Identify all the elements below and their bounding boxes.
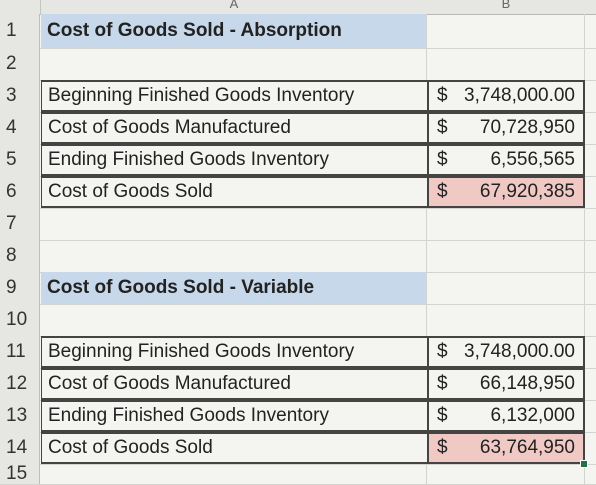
column-header-c[interactable] — [585, 0, 596, 15]
select-all-corner[interactable] — [0, 0, 41, 15]
table-row: 7 — [0, 208, 596, 241]
cell-value: 63,764,950 — [479, 437, 575, 458]
cell-value: 70,728,950 — [479, 117, 575, 138]
cell-value: 6,556,565 — [490, 149, 575, 170]
currency-symbol: $ — [437, 117, 448, 138]
cell-a[interactable]: Cost of Goods Manufactured — [41, 112, 427, 144]
row-number[interactable]: 1 — [0, 14, 40, 48]
cell-c[interactable] — [585, 272, 596, 304]
cell-a[interactable]: Cost of Goods Sold - Variable — [41, 272, 427, 304]
table-row: 10 — [0, 304, 596, 337]
cell-c[interactable] — [585, 400, 596, 432]
row-number[interactable]: 3 — [0, 80, 40, 112]
currency-symbol: $ — [437, 85, 448, 106]
cell-a[interactable]: Cost of Goods Manufactured — [41, 368, 427, 400]
cell-b[interactable] — [427, 208, 585, 240]
cell-b[interactable] — [427, 464, 585, 484]
cell-value: 66,148,950 — [479, 373, 575, 394]
cell-a[interactable]: Ending Finished Goods Inventory — [41, 144, 427, 176]
row-number[interactable]: 13 — [0, 400, 40, 432]
currency-symbol: $ — [437, 341, 448, 362]
cell-b[interactable]: $3,748,000.00 — [427, 80, 585, 112]
table-row: 8 — [0, 240, 596, 273]
column-header-a[interactable]: A — [41, 0, 428, 15]
cell-c[interactable] — [585, 240, 596, 272]
cell-b[interactable] — [427, 272, 585, 304]
row-number[interactable]: 2 — [0, 48, 40, 80]
cell-c[interactable] — [585, 112, 596, 144]
row-number[interactable]: 15 — [0, 463, 40, 484]
row-number[interactable]: 12 — [0, 368, 40, 400]
cell-a[interactable] — [41, 208, 427, 240]
currency-symbol: $ — [437, 373, 448, 394]
cell-b[interactable]: $3,748,000.00 — [427, 336, 585, 368]
cell-value: 3,748,000.00 — [464, 85, 575, 106]
table-row: 13 Ending Finished Goods Inventory $6,132,… — [0, 400, 596, 433]
cell-c[interactable] — [585, 304, 596, 336]
table-row: 4 Cost of Goods Manufactured $70,728,950 — [0, 112, 596, 145]
table-row: 15 — [0, 463, 596, 485]
cell-c[interactable] — [585, 144, 596, 176]
row-number[interactable]: 9 — [0, 272, 40, 304]
cell-b[interactable]: $66,148,950 — [427, 368, 585, 400]
row-number[interactable]: 7 — [0, 208, 40, 240]
cell-value: 67,920,385 — [479, 181, 575, 202]
table-row: 11 Beginning Finished Goods Inventory $3,7… — [0, 336, 596, 369]
cell-value: 3,748,000.00 — [464, 341, 575, 362]
cell-b[interactable]: $6,132,000 — [427, 400, 585, 432]
cell-c[interactable] — [585, 368, 596, 400]
cell-c[interactable] — [585, 14, 596, 48]
cell-a[interactable]: Cost of Goods Sold - Absorption — [41, 14, 427, 48]
cell-b[interactable]: $70,728,950 — [427, 112, 585, 144]
table-row: 14 Cost of Goods Sold $63,764,950 — [0, 432, 596, 465]
table-row: 5 Ending Finished Goods Inventory $6,556,5… — [0, 144, 596, 177]
row-number[interactable]: 8 — [0, 240, 40, 272]
cell-c[interactable] — [585, 336, 596, 368]
row-number[interactable]: 6 — [0, 176, 40, 208]
column-header-b[interactable]: B — [427, 0, 586, 15]
currency-symbol: $ — [437, 437, 448, 458]
cell-value: 6,132,000 — [490, 405, 575, 426]
cell-a[interactable]: Ending Finished Goods Inventory — [41, 400, 427, 432]
currency-symbol: $ — [437, 149, 448, 170]
cell-a[interactable] — [41, 240, 427, 272]
cell-c[interactable] — [585, 208, 596, 240]
cell-b[interactable] — [427, 304, 585, 336]
cell-c[interactable] — [585, 176, 596, 208]
cell-a[interactable]: Cost of Goods Sold — [41, 176, 427, 208]
cell-c[interactable] — [585, 80, 596, 112]
row-number[interactable]: 11 — [0, 336, 40, 368]
cell-b[interactable] — [427, 14, 585, 48]
cell-b[interactable]: $67,920,385 — [427, 176, 585, 208]
cell-a[interactable] — [41, 464, 427, 484]
table-row: 3 Beginning Finished Goods Inventory $3,74… — [0, 80, 596, 113]
cell-a[interactable] — [41, 304, 427, 336]
row-number[interactable]: 5 — [0, 144, 40, 176]
cell-a[interactable]: Beginning Finished Goods Inventory — [41, 80, 427, 112]
cell-b[interactable]: $6,556,565 — [427, 144, 585, 176]
fill-handle[interactable] — [580, 460, 588, 468]
cell-c[interactable] — [585, 48, 596, 80]
currency-symbol: $ — [437, 181, 448, 202]
table-row: 6 Cost of Goods Sold $67,920,385 — [0, 176, 596, 209]
cell-b[interactable] — [427, 240, 585, 272]
currency-symbol: $ — [437, 405, 448, 426]
row-number[interactable]: 4 — [0, 112, 40, 144]
table-row: 9 Cost of Goods Sold - Variable — [0, 272, 596, 305]
table-row: 2 — [0, 48, 596, 81]
cell-a[interactable]: Cost of Goods Sold — [41, 432, 427, 464]
row-number[interactable]: 10 — [0, 304, 40, 336]
cell-b[interactable] — [427, 48, 585, 80]
table-row: 12 Cost of Goods Manufactured $66,148,950 — [0, 368, 596, 401]
cell-b[interactable]: $63,764,950 — [427, 432, 585, 464]
table-row: 1 Cost of Goods Sold - Absorption — [0, 14, 596, 49]
cell-a[interactable]: Beginning Finished Goods Inventory — [41, 336, 427, 368]
cell-a[interactable] — [41, 48, 427, 80]
row-number[interactable]: 14 — [0, 432, 40, 464]
